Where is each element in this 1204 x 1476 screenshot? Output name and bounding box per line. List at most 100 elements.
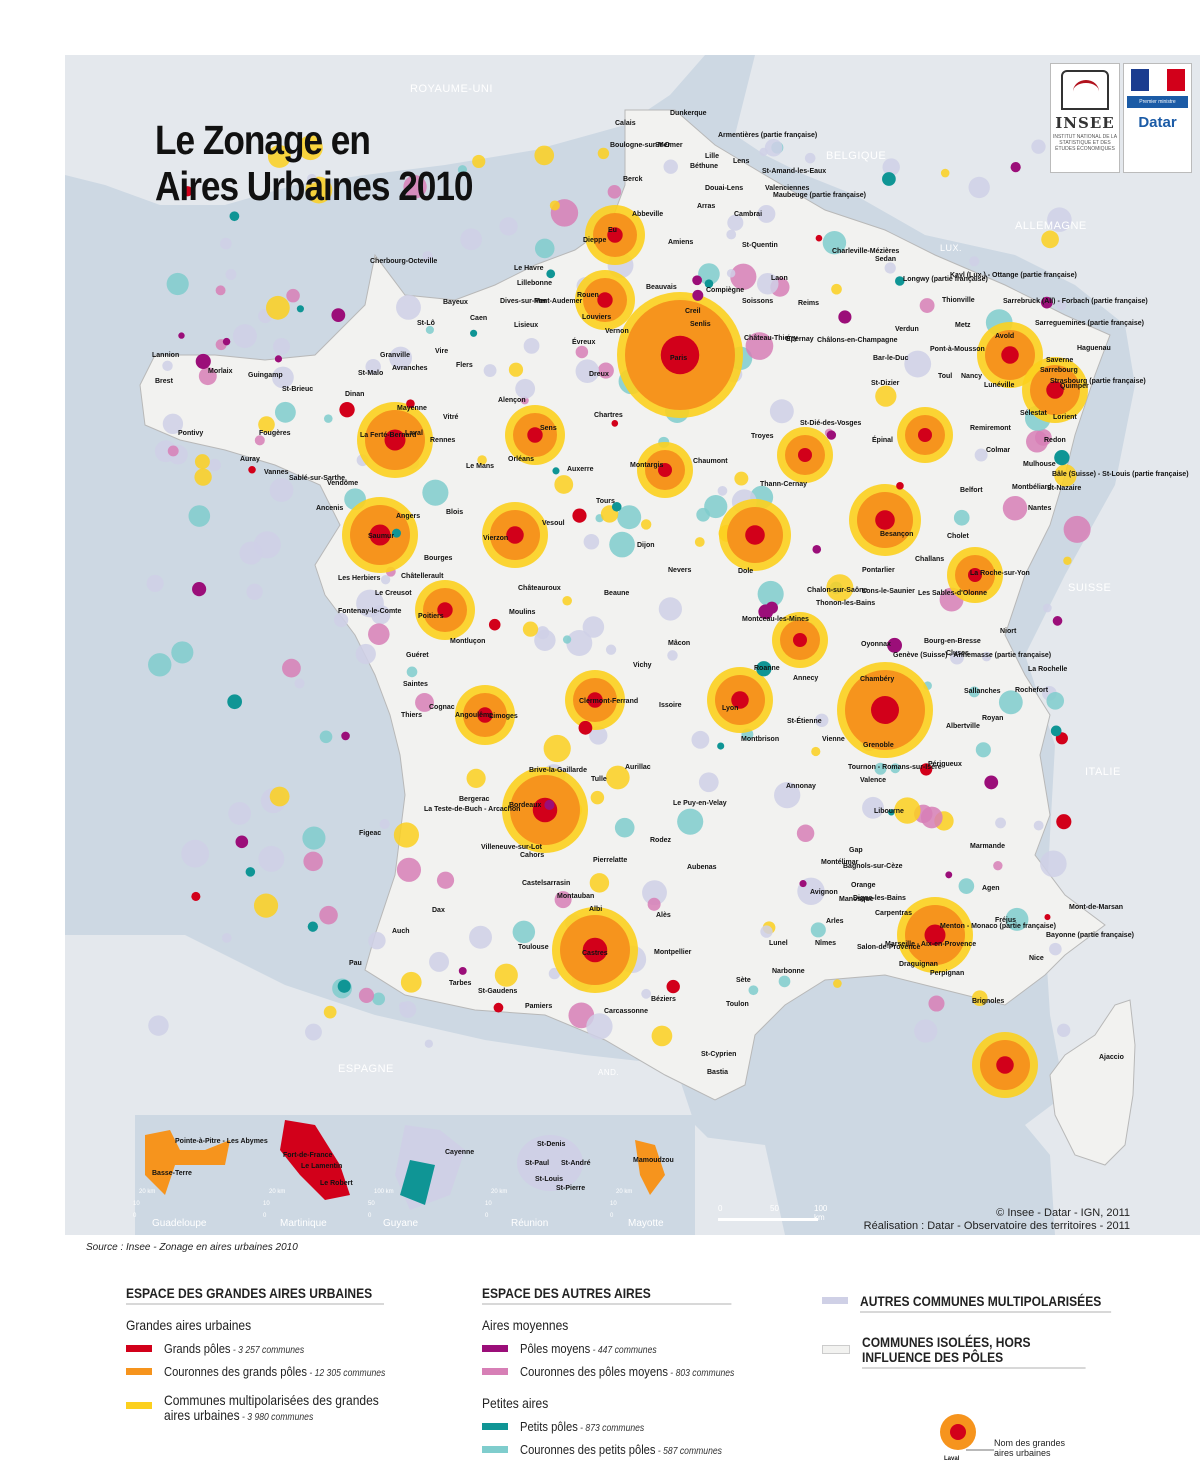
legend-autres-aires: ESPACE DES AUTRES AIRES Aires moyennes P… (482, 1285, 772, 1457)
city-label: Valenciennes (765, 185, 810, 192)
city-label: Alençon (498, 397, 526, 404)
city-label: Brignoles (972, 998, 1005, 1005)
urban-area-mark (940, 168, 950, 178)
urban-area-mark (271, 366, 294, 389)
urban-area-mark (181, 839, 210, 868)
city-label: Montargis (630, 462, 664, 469)
country-label-italy: ITALIE (1085, 766, 1121, 778)
city-label: Figeac (359, 830, 382, 837)
urban-area-mark (215, 285, 226, 296)
city-label: Châteauroux (518, 585, 561, 592)
urban-area-mark (647, 897, 661, 911)
city-label: St-Nazaire (1047, 485, 1082, 492)
city-label: St-Malo (358, 370, 384, 377)
city-label: Évreux (572, 339, 596, 346)
urban-area-mark (1046, 381, 1064, 399)
urban-area-mark (195, 353, 211, 369)
urban-area-mark (512, 920, 536, 944)
urban-area-mark (589, 873, 610, 893)
city-label: Colmar (986, 447, 1011, 454)
urban-area-mark (698, 263, 720, 285)
urban-area-mark (831, 283, 842, 295)
city-label: Roanne (754, 665, 780, 672)
urban-area-mark (691, 730, 710, 749)
city-label: St-Brieuc (282, 386, 314, 393)
urban-area-mark (534, 238, 555, 259)
city-label: Morlaix (208, 368, 233, 375)
urban-area-mark (508, 362, 524, 377)
source-note: Source : Insee - Zonage en aires urbaine… (86, 1242, 298, 1253)
urban-area-mark (667, 650, 678, 661)
urban-area-mark (1047, 207, 1072, 232)
city-label: Sarrebruck (All) - Forbach (partie franç… (1003, 298, 1148, 305)
city-label: Saumur (368, 533, 395, 540)
city-label: Montélimar (821, 859, 859, 866)
city-label: Bâle (Suisse) - St-Louis (partie françai… (1052, 471, 1189, 478)
urban-area-mark (333, 612, 349, 628)
urban-area-mark (587, 692, 603, 708)
urban-area-mark (235, 835, 249, 849)
urban-area-mark (1031, 139, 1046, 154)
country-label-lux: LUX. (940, 243, 963, 253)
count-couronnes-petits: - 587 communes (655, 1446, 722, 1457)
urban-area-mark (748, 985, 759, 996)
legend-item-communes-isolees: COMMUNES ISOLÉES, HORS INFLUENCE DES PÔL… (822, 1335, 1152, 1369)
urban-area-mark (254, 435, 265, 446)
urban-area-mark (1054, 464, 1077, 487)
urban-area-mark (162, 413, 184, 434)
urban-area-mark (269, 478, 294, 502)
urban-area-mark (400, 971, 422, 993)
city-label: St-Dié-des-Vosges (800, 420, 862, 427)
urban-area-mark (1052, 616, 1063, 626)
urban-area-mark (764, 138, 783, 157)
urban-area-mark (194, 454, 210, 470)
city-label: Moulins (509, 609, 536, 616)
city-label: Rochefort (1015, 687, 1049, 694)
urban-area-mark (887, 637, 903, 653)
city-label: Orange (851, 882, 876, 889)
urban-area-mark (1040, 296, 1053, 309)
city-label: Troyes (751, 433, 774, 440)
urban-area-mark (617, 505, 642, 530)
urban-area-mark (826, 574, 854, 602)
city-label: Pont-à-Mousson (930, 346, 985, 353)
urban-area-mark (191, 891, 201, 902)
urban-area-mark (319, 730, 333, 744)
city-label: Valence (860, 777, 887, 784)
city-label: Oyonnax (861, 641, 891, 648)
title-line-2: Aires Urbaines 2010 (155, 163, 474, 209)
swatch-multipolarisees-grandes (126, 1402, 152, 1409)
urban-area-mark (924, 924, 946, 946)
urban-area-mark (614, 817, 635, 838)
overseas-scale-label: 20 km (491, 1189, 508, 1195)
city-label: Clermont-Ferrand (579, 698, 639, 705)
urban-area-mark (208, 458, 221, 472)
city-label: Annecy (793, 675, 819, 682)
overseas-name: Guadeloupe (152, 1218, 207, 1229)
urban-area-mark (258, 416, 275, 433)
city-label: Bayeux (443, 299, 468, 306)
city-label: Vernon (605, 328, 629, 335)
city-label: Nancy (961, 373, 983, 380)
city-label: Sarrebourg (1040, 367, 1078, 374)
city-label: Épinal (872, 437, 894, 444)
swatch-couronnes-petits (482, 1446, 508, 1453)
urban-area-mark (494, 963, 518, 987)
urban-area-mark (734, 471, 749, 486)
city-label: Thann-Cernay (760, 481, 808, 488)
label-couronnes-moyens: Couronnes des pôles moyens (520, 1364, 668, 1379)
urban-area-mark (904, 350, 932, 378)
urban-area-mark (368, 623, 390, 645)
urban-area-mark (1042, 603, 1052, 613)
datar-wordmark: Datar (1138, 114, 1177, 131)
urban-area-mark (274, 355, 283, 363)
legend-item-couronnes-grands: Couronnes des grands pôles - 12 305 comm… (126, 1364, 426, 1379)
urban-area-mark (996, 1056, 1014, 1074)
city-label: Poitiers (418, 613, 444, 620)
city-label: Castelsarrasin (522, 880, 571, 887)
urban-area-mark (920, 806, 943, 829)
urban-area-mark (1033, 820, 1044, 831)
label-couronnes-grands: Couronnes des grands pôles (164, 1364, 307, 1379)
urban-area-mark (358, 987, 375, 1003)
city-label: Cherbourg-Octeville (370, 258, 438, 265)
